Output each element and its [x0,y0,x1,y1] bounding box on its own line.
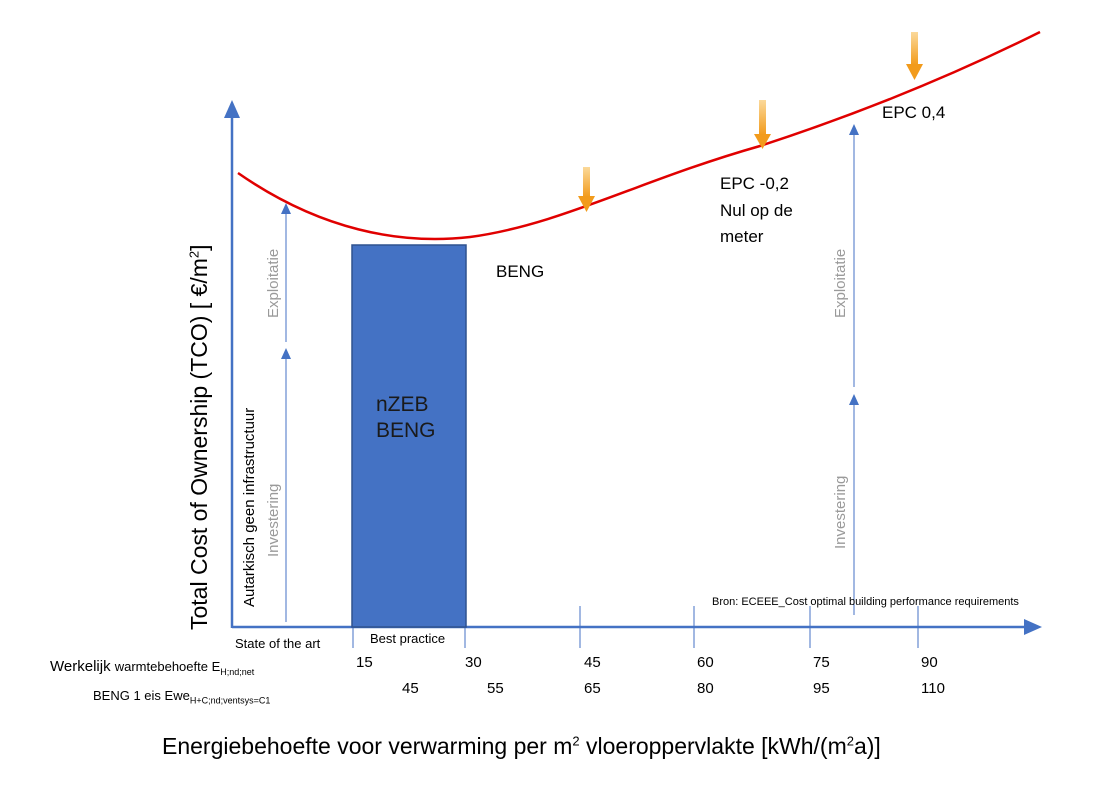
row1-value: 45 [584,654,601,671]
nzeb-box [351,244,467,628]
row1-label: Werkelijk warmtebehoefte EH;nd;net [50,658,255,677]
source-note: Bron: ECEEE_Cost optimal building perfor… [712,596,1019,608]
row2-value: 95 [813,680,830,697]
x-axis-arrowhead [1024,619,1042,635]
row1-value: 60 [697,654,714,671]
epc-02-label-line2: Nul op de [720,201,793,220]
nzeb-box-line2: BENG [376,419,436,442]
epc-marker-arrow [754,100,771,149]
row2-value: 110 [921,680,945,697]
epc-02-label-line1: EPC -0,2 [720,174,789,193]
row1-value: 75 [813,654,830,671]
left-investering-label: Investering [265,483,282,557]
row2-value: 80 [697,680,714,697]
right-exploitatie-label: Exploitatie [832,248,849,318]
epc-marker-arrow [578,167,595,212]
nzeb-box-line1: nZEB [376,393,429,416]
y-axis-arrowhead [224,100,240,118]
epc-marker-arrow [906,32,923,80]
row2-value: 55 [487,680,504,697]
best-practice-label: Best practice [370,631,446,646]
beng-label: BENG [496,262,545,281]
tco-curve [237,30,1041,241]
autarkisch-label: Autarkisch geen infrastructuur [241,407,258,607]
row2-value: 45 [402,680,419,697]
right-investering-arrowhead [849,394,859,405]
left-exploitatie-label: Exploitatie [265,248,282,318]
nzeb-box-label: nZEB BENG [376,392,436,444]
state-of-the-art-label: State of the art [235,636,321,651]
row1-value: 90 [921,654,938,671]
epc-04-label: EPC 0,4 [882,103,946,122]
epc-02-label-line3: meter [720,227,764,246]
left-exploitatie-arrowhead [281,203,291,214]
y-axis-label: Total Cost of Ownership (TCO) [ €/m2] [186,244,212,630]
x-axis-title: Energiebehoefte voor verwarming per m2 v… [162,733,881,759]
row2-label: BENG 1 eis EweH+C;nd;ventsys=C1 [93,688,271,706]
row1-value: 30 [465,654,482,671]
left-investering-arrowhead [281,348,291,359]
right-exploitatie-arrowhead [849,124,859,135]
row1-value: 15 [356,654,373,671]
right-investering-label: Investering [832,475,849,549]
row2-value: 65 [584,680,601,697]
